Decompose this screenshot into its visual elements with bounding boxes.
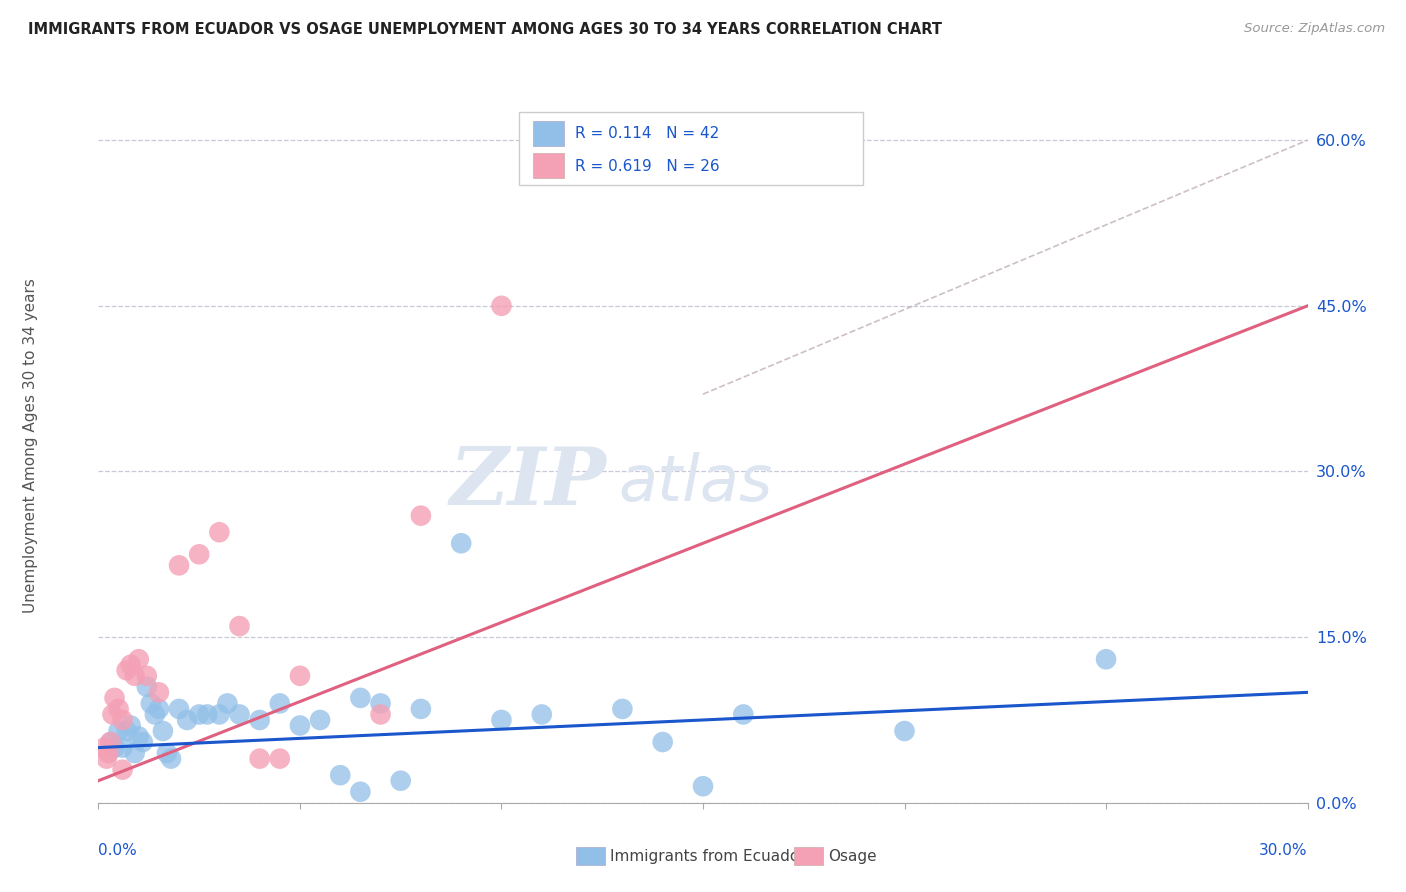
Point <box>893 724 915 739</box>
Point <box>349 690 371 705</box>
Point <box>167 558 190 573</box>
Point <box>135 680 157 694</box>
Point <box>491 299 513 313</box>
Point <box>96 751 118 765</box>
Point <box>195 707 218 722</box>
Point <box>111 740 134 755</box>
Point <box>167 702 190 716</box>
Point <box>135 669 157 683</box>
Point <box>612 702 634 716</box>
Point <box>115 663 138 677</box>
Point <box>349 785 371 799</box>
Point <box>143 707 166 722</box>
Text: Osage: Osage <box>828 849 877 863</box>
Point <box>188 707 211 722</box>
Point <box>160 751 183 765</box>
Point <box>100 735 122 749</box>
Point <box>124 746 146 760</box>
Point <box>139 697 162 711</box>
Point <box>208 525 231 540</box>
Point <box>128 652 150 666</box>
Point <box>111 763 134 777</box>
Point <box>249 751 271 765</box>
Point <box>329 768 352 782</box>
Text: Source: ZipAtlas.com: Source: ZipAtlas.com <box>1244 22 1385 36</box>
Point <box>228 707 250 722</box>
Text: IMMIGRANTS FROM ECUADOR VS OSAGE UNEMPLOYMENT AMONG AGES 30 TO 34 YEARS CORRELAT: IMMIGRANTS FROM ECUADOR VS OSAGE UNEMPLO… <box>28 22 942 37</box>
Point <box>1095 652 1118 666</box>
Point <box>176 713 198 727</box>
Point <box>103 740 125 755</box>
Point <box>651 735 673 749</box>
Point <box>111 713 134 727</box>
Point <box>115 724 138 739</box>
Point <box>100 735 122 749</box>
Point <box>120 657 142 672</box>
Point <box>103 690 125 705</box>
Point <box>128 730 150 744</box>
Text: R = 0.114   N = 42: R = 0.114 N = 42 <box>575 127 720 142</box>
Point <box>97 746 120 760</box>
Point <box>370 697 392 711</box>
Point <box>530 707 553 722</box>
Point <box>107 702 129 716</box>
Text: ZIP: ZIP <box>450 444 606 522</box>
Point <box>370 707 392 722</box>
Point <box>120 718 142 732</box>
Point <box>93 740 115 755</box>
Text: Immigrants from Ecuador: Immigrants from Ecuador <box>610 849 806 863</box>
Point <box>409 702 432 716</box>
Point <box>733 707 755 722</box>
Point <box>228 619 250 633</box>
Text: Unemployment Among Ages 30 to 34 years: Unemployment Among Ages 30 to 34 years <box>24 278 38 614</box>
Text: 30.0%: 30.0% <box>1260 843 1308 858</box>
Point <box>152 724 174 739</box>
Point <box>450 536 472 550</box>
Point <box>288 718 311 732</box>
Point <box>269 697 291 711</box>
Point <box>491 713 513 727</box>
Point <box>124 669 146 683</box>
Point <box>132 735 155 749</box>
Point <box>148 685 170 699</box>
Point <box>571 166 593 180</box>
Point <box>217 697 239 711</box>
Point <box>309 713 332 727</box>
Text: atlas: atlas <box>619 451 773 514</box>
Point <box>389 773 412 788</box>
Point <box>101 707 124 722</box>
Text: 0.0%: 0.0% <box>98 843 138 858</box>
Point <box>249 713 271 727</box>
Point <box>288 669 311 683</box>
Point <box>107 724 129 739</box>
Point <box>208 707 231 722</box>
Text: R = 0.619   N = 26: R = 0.619 N = 26 <box>575 159 720 174</box>
Point <box>269 751 291 765</box>
Point <box>156 746 179 760</box>
Point <box>409 508 432 523</box>
Point <box>692 779 714 793</box>
Point <box>148 702 170 716</box>
Point <box>188 547 211 561</box>
